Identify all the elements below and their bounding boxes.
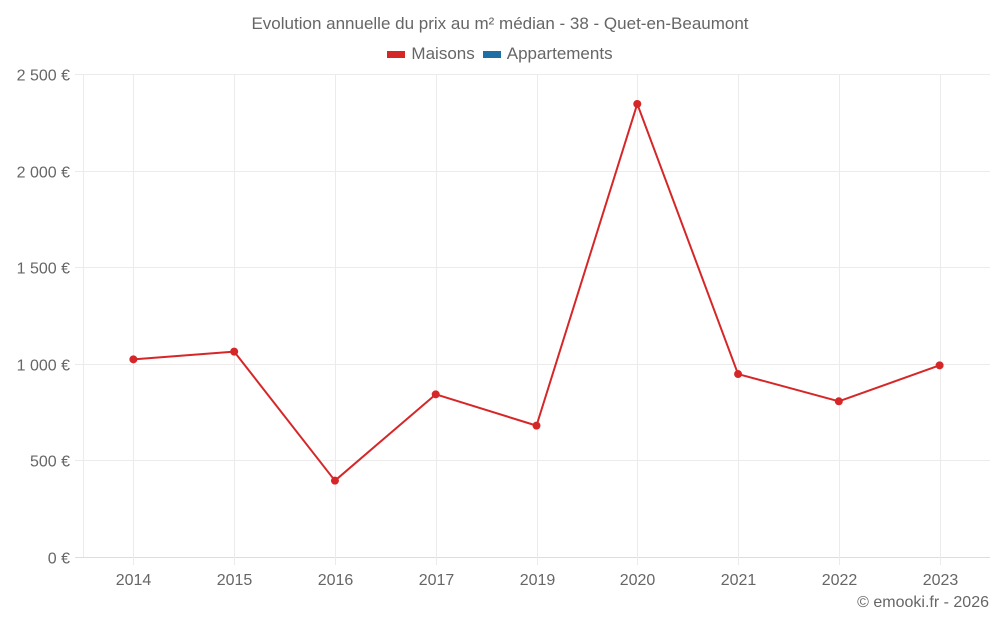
y-tick-label: 500 € — [30, 454, 70, 471]
data-point[interactable] — [834, 397, 843, 406]
x-tick-label: 2019 — [520, 572, 556, 589]
chart-title: Evolution annuelle du prix au m² médian … — [251, 14, 749, 33]
legend-item-maisons[interactable]: Maisons — [387, 44, 475, 64]
data-point[interactable] — [230, 347, 239, 356]
y-tick-label: 2 500 € — [17, 68, 70, 85]
x-tick-label: 2014 — [116, 572, 152, 589]
x-tick-label: 2021 — [721, 572, 757, 589]
y-axis: 0 € 500 € 1 000 € 1 500 € 2 000 € 2 500 € — [17, 68, 70, 568]
data-point[interactable] — [330, 476, 339, 485]
legend-swatch-appartements — [482, 50, 501, 58]
legend-swatch-maisons — [387, 50, 406, 58]
data-point[interactable] — [935, 361, 944, 370]
chart-legend: Maisons Appartements — [0, 44, 1000, 64]
x-tick-label: 2017 — [419, 572, 455, 589]
x-axis: 2014 2015 2016 2017 2019 2020 2021 2022 2023 — [116, 572, 959, 589]
x-tick-label: 2016 — [318, 572, 354, 589]
y-tick-label: 0 € — [48, 551, 70, 568]
legend-item-appartements[interactable]: Appartements — [482, 44, 613, 64]
legend-label-appartements: Appartements — [506, 44, 613, 63]
data-point[interactable] — [431, 390, 440, 399]
x-tick-label: 2020 — [620, 572, 656, 589]
data-point[interactable] — [532, 421, 541, 430]
series-maisons — [129, 99, 944, 485]
y-tick-label: 1 000 € — [17, 358, 70, 375]
data-point[interactable] — [129, 355, 138, 364]
x-tick-label: 2023 — [923, 572, 959, 589]
data-point[interactable] — [633, 99, 642, 108]
y-tick-label: 1 500 € — [17, 261, 70, 278]
y-tick-label: 2 000 € — [17, 165, 70, 182]
x-tick-label: 2015 — [217, 572, 253, 589]
copyright-credit: © emooki.fr - 2026 — [857, 594, 989, 611]
data-point[interactable] — [734, 370, 743, 379]
legend-label-maisons: Maisons — [411, 44, 475, 63]
x-tick-label: 2022 — [822, 572, 858, 589]
grid-lines — [75, 74, 990, 565]
